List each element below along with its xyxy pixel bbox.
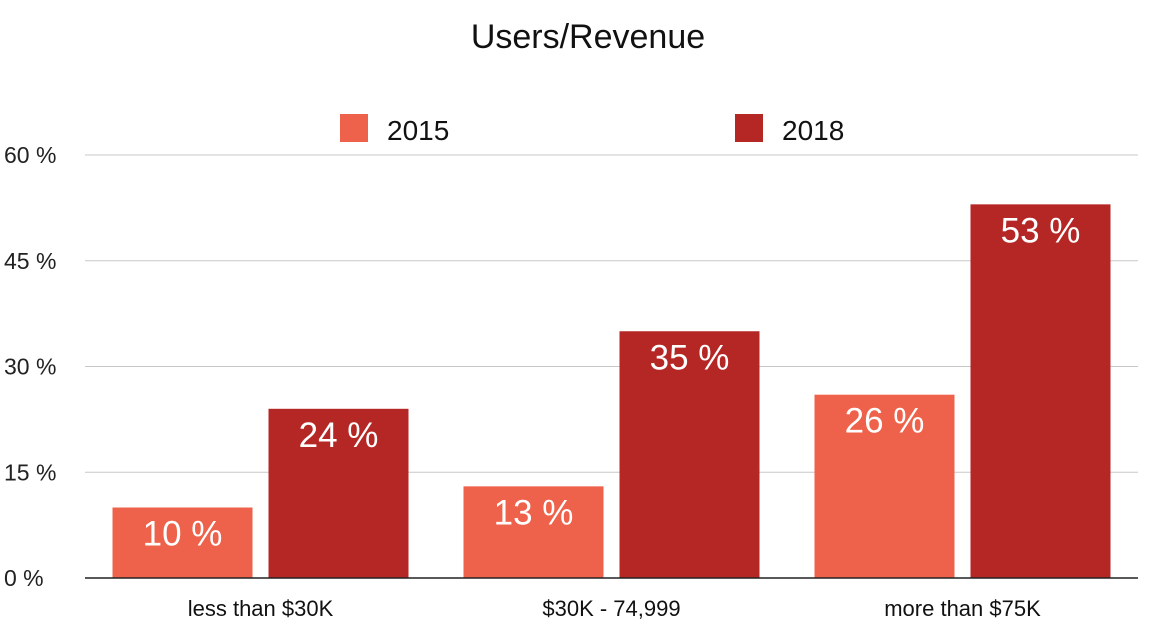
bar-2015-2 (814, 394, 955, 578)
bar-2018-0 (268, 408, 409, 578)
bar-value-label: 13 % (494, 493, 574, 532)
legend: 2015 2018 (340, 114, 844, 146)
legend-label: 2018 (782, 115, 844, 146)
legend-swatch-2018 (735, 114, 763, 142)
bar-data-labels: 10 % 24 % 13 % 35 % 26 % 53 % (143, 211, 1081, 553)
x-category-label: $30K - 74,999 (542, 596, 680, 621)
bar-value-label: 10 % (143, 515, 223, 554)
y-tick-label: 0 % (4, 565, 44, 591)
gridlines (85, 154, 1138, 473)
bar-2015-1 (463, 486, 604, 578)
bar-2018-2 (970, 204, 1111, 578)
bar-value-label: 24 % (299, 416, 379, 455)
legend-swatch-2015 (340, 114, 368, 142)
bars (112, 204, 1111, 578)
chart-title: Users/Revenue (471, 18, 705, 56)
bar-value-label: 35 % (650, 338, 730, 377)
y-tick-label: 15 % (4, 459, 56, 485)
legend-label: 2015 (387, 115, 449, 146)
bar-2015-0 (112, 507, 253, 578)
bar-2018-1 (619, 331, 760, 578)
x-category-label: more than $75K (884, 596, 1041, 621)
x-axis-categories: less than $30K $30K - 74,999 more than $75… (188, 596, 1041, 621)
bar-value-label: 53 % (1001, 211, 1081, 250)
y-tick-label: 60 % (4, 142, 56, 168)
x-category-label: less than $30K (188, 596, 334, 621)
y-tick-label: 45 % (4, 248, 56, 274)
y-tick-label: 30 % (4, 354, 56, 380)
y-axis-ticks: 0 % 15 % 30 % 45 % 60 % (4, 142, 56, 591)
bar-value-label: 26 % (845, 402, 925, 441)
